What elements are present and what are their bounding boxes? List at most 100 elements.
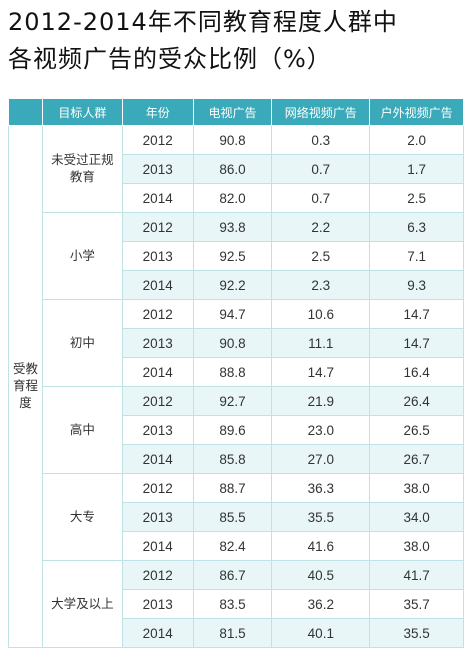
table-row: 2014 82.4 41.6 38.0: [9, 531, 464, 561]
year-cell: 2012: [121, 560, 194, 590]
table-row: 初中 2012 94.7 10.6 14.7: [9, 299, 464, 387]
value-cell: 92.5: [192, 241, 273, 271]
value-cell: 36.2: [271, 589, 371, 619]
year-cell: 2014: [121, 444, 194, 474]
table-row: 大专 2012 88.7 36.3 38.0: [9, 473, 464, 561]
table-row: 2014 88.8 14.7 16.4: [9, 357, 464, 387]
header-cell: 年份: [121, 98, 194, 126]
year-cell: 2013: [121, 241, 194, 271]
dimension-label: 受教育程度: [12, 362, 38, 410]
value-cell: 93.8: [192, 212, 273, 242]
title-line-2: 各视频广告的受众比例（%）: [8, 45, 332, 73]
value-cell: 35.5: [369, 618, 464, 648]
header-cell: 电视广告: [192, 98, 273, 126]
year-cell: 2014: [121, 357, 194, 387]
value-cell: 36.3: [271, 473, 371, 503]
value-cell: 21.9: [271, 386, 371, 416]
title-line-1: 2012-2014年不同教育程度人群中: [8, 8, 398, 36]
value-cell: 92.2: [192, 270, 273, 300]
value-cell: 86.7: [192, 560, 273, 590]
group-cell: 高中: [41, 386, 123, 474]
year-cell: 2014: [121, 531, 194, 561]
year-cell: 2012: [121, 125, 194, 155]
year-cell: 2012: [121, 212, 194, 242]
value-cell: 14.7: [369, 299, 464, 329]
year-cell: 2014: [121, 183, 194, 213]
value-cell: 35.7: [369, 589, 464, 619]
value-cell: 10.6: [271, 299, 371, 329]
table-row: 2013 86.0 0.7 1.7: [9, 154, 464, 184]
value-cell: 9.3: [369, 270, 464, 300]
group-cell: 未受过正规教育: [41, 125, 123, 213]
value-cell: 94.7: [192, 299, 273, 329]
value-cell: 2.5: [369, 183, 464, 213]
value-cell: 88.7: [192, 473, 273, 503]
value-cell: 34.0: [369, 502, 464, 532]
table-row: 2014 82.0 0.7 2.5: [9, 183, 464, 213]
value-cell: 90.8: [192, 328, 273, 358]
group-cell: 大学及以上: [41, 560, 123, 648]
table-row: 高中 2012 92.7 21.9 26.4: [9, 386, 464, 474]
table-row: 小学 2012 93.8 2.2 6.3: [9, 212, 464, 300]
year-cell: 2014: [121, 270, 194, 300]
header-row: 目标人群 年份 电视广告 网络视频广告 户外视频广告: [8, 98, 464, 126]
value-cell: 6.3: [369, 212, 464, 242]
table-row: 2013 85.5 35.5 34.0: [9, 502, 464, 532]
value-cell: 11.1: [271, 328, 371, 358]
value-cell: 16.4: [369, 357, 464, 387]
value-cell: 88.8: [192, 357, 273, 387]
value-cell: 86.0: [192, 154, 273, 184]
table-row: 2014 81.5 40.1 35.5: [9, 618, 464, 648]
value-cell: 7.1: [369, 241, 464, 271]
year-cell: 2013: [121, 415, 194, 445]
header-cell: 户外视频广告: [369, 98, 464, 126]
table-row: 2013 92.5 2.5 7.1: [9, 241, 464, 271]
table-row: 2013 90.8 11.1 14.7: [9, 328, 464, 358]
value-cell: 23.0: [271, 415, 371, 445]
value-cell: 26.5: [369, 415, 464, 445]
header-cell: [8, 98, 43, 126]
dimension-cell: 受教育程度: [8, 125, 43, 648]
value-cell: 2.0: [369, 125, 464, 155]
value-cell: 89.6: [192, 415, 273, 445]
value-cell: 0.7: [271, 183, 371, 213]
value-cell: 27.0: [271, 444, 371, 474]
table-row: 2014 92.2 2.3 9.3: [9, 270, 464, 300]
table-row: 2014 85.8 27.0 26.7: [9, 444, 464, 474]
value-cell: 85.5: [192, 502, 273, 532]
year-cell: 2013: [121, 502, 194, 532]
value-cell: 2.3: [271, 270, 371, 300]
year-cell: 2013: [121, 589, 194, 619]
year-cell: 2012: [121, 473, 194, 503]
header-cell: 网络视频广告: [271, 98, 371, 126]
value-cell: 81.5: [192, 618, 273, 648]
group-cell: 小学: [41, 212, 123, 300]
year-cell: 2013: [121, 154, 194, 184]
value-cell: 26.7: [369, 444, 464, 474]
value-cell: 38.0: [369, 531, 464, 561]
header-cell: 目标人群: [41, 98, 123, 126]
value-cell: 83.5: [192, 589, 273, 619]
value-cell: 14.7: [271, 357, 371, 387]
chart-title: 2012-2014年不同教育程度人群中 各视频广告的受众比例（%）: [8, 4, 458, 78]
value-cell: 41.6: [271, 531, 371, 561]
value-cell: 82.4: [192, 531, 273, 561]
value-cell: 82.0: [192, 183, 273, 213]
year-cell: 2014: [121, 618, 194, 648]
value-cell: 26.4: [369, 386, 464, 416]
value-cell: 35.5: [271, 502, 371, 532]
table-body: 受教育程度 未受过正规教育 2012 90.8 0.3 2.0 2013 86.0 0.7 1.7…: [8, 125, 464, 648]
value-cell: 85.8: [192, 444, 273, 474]
value-cell: 0.3: [271, 125, 371, 155]
year-cell: 2012: [121, 299, 194, 329]
year-cell: 2013: [121, 328, 194, 358]
value-cell: 90.8: [192, 125, 273, 155]
value-cell: 14.7: [369, 328, 464, 358]
table-row: 2013 89.6 23.0 26.5: [9, 415, 464, 445]
value-cell: 2.5: [271, 241, 371, 271]
value-cell: 41.7: [369, 560, 464, 590]
data-table: 目标人群 年份 电视广告 网络视频广告 户外视频广告 受教育程度 未受过正规教育 2…: [8, 98, 464, 648]
group-cell: 初中: [41, 299, 123, 387]
value-cell: 38.0: [369, 473, 464, 503]
value-cell: 40.1: [271, 618, 371, 648]
